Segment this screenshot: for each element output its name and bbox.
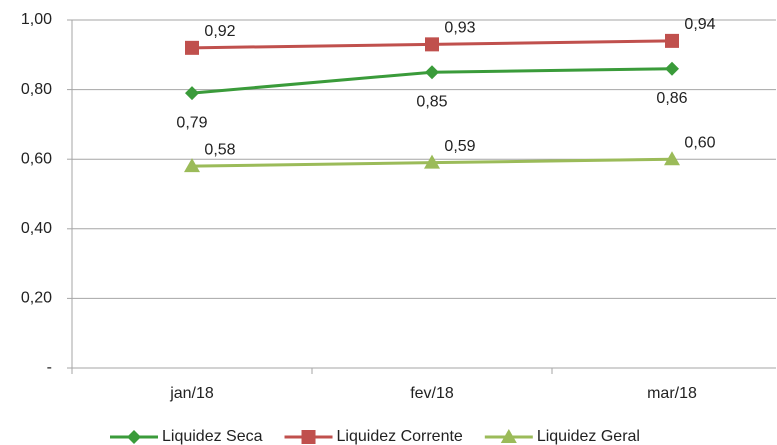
y-tick-label: 0,60 (21, 150, 52, 167)
marker (424, 154, 440, 169)
legend-label: Liquidez Corrente (337, 428, 463, 445)
marker (185, 40, 199, 55)
marker (185, 86, 199, 101)
marker (127, 430, 141, 444)
data-label: 0,85 (416, 93, 447, 110)
marker (425, 65, 439, 80)
marker (664, 151, 680, 166)
data-label: 0,79 (176, 114, 207, 131)
data-label: 0,59 (444, 138, 475, 155)
marker (301, 430, 316, 444)
data-label: 0,60 (684, 134, 715, 151)
marker (665, 61, 679, 76)
marker (184, 158, 200, 173)
data-label: 0,92 (204, 23, 235, 40)
y-tick-label: 0,20 (21, 290, 52, 307)
legend-label: Liquidez Seca (162, 428, 263, 445)
x-tick-label: fev/18 (410, 385, 454, 402)
legend-label: Liquidez Geral (537, 428, 640, 445)
marker (425, 37, 439, 52)
data-label: 0,86 (656, 90, 687, 107)
y-tick-label: 0,80 (21, 81, 52, 98)
y-tick-label: - (47, 359, 52, 376)
x-tick-label: mar/18 (647, 385, 697, 402)
x-tick-label: jan/18 (169, 385, 214, 402)
y-tick-label: 0,40 (21, 220, 52, 237)
marker (665, 33, 679, 48)
y-tick-label: 1,00 (21, 11, 52, 28)
data-label: 0,93 (444, 20, 475, 37)
marker (500, 429, 517, 443)
data-label: 0,94 (684, 16, 715, 33)
data-label: 0,58 (204, 141, 235, 158)
